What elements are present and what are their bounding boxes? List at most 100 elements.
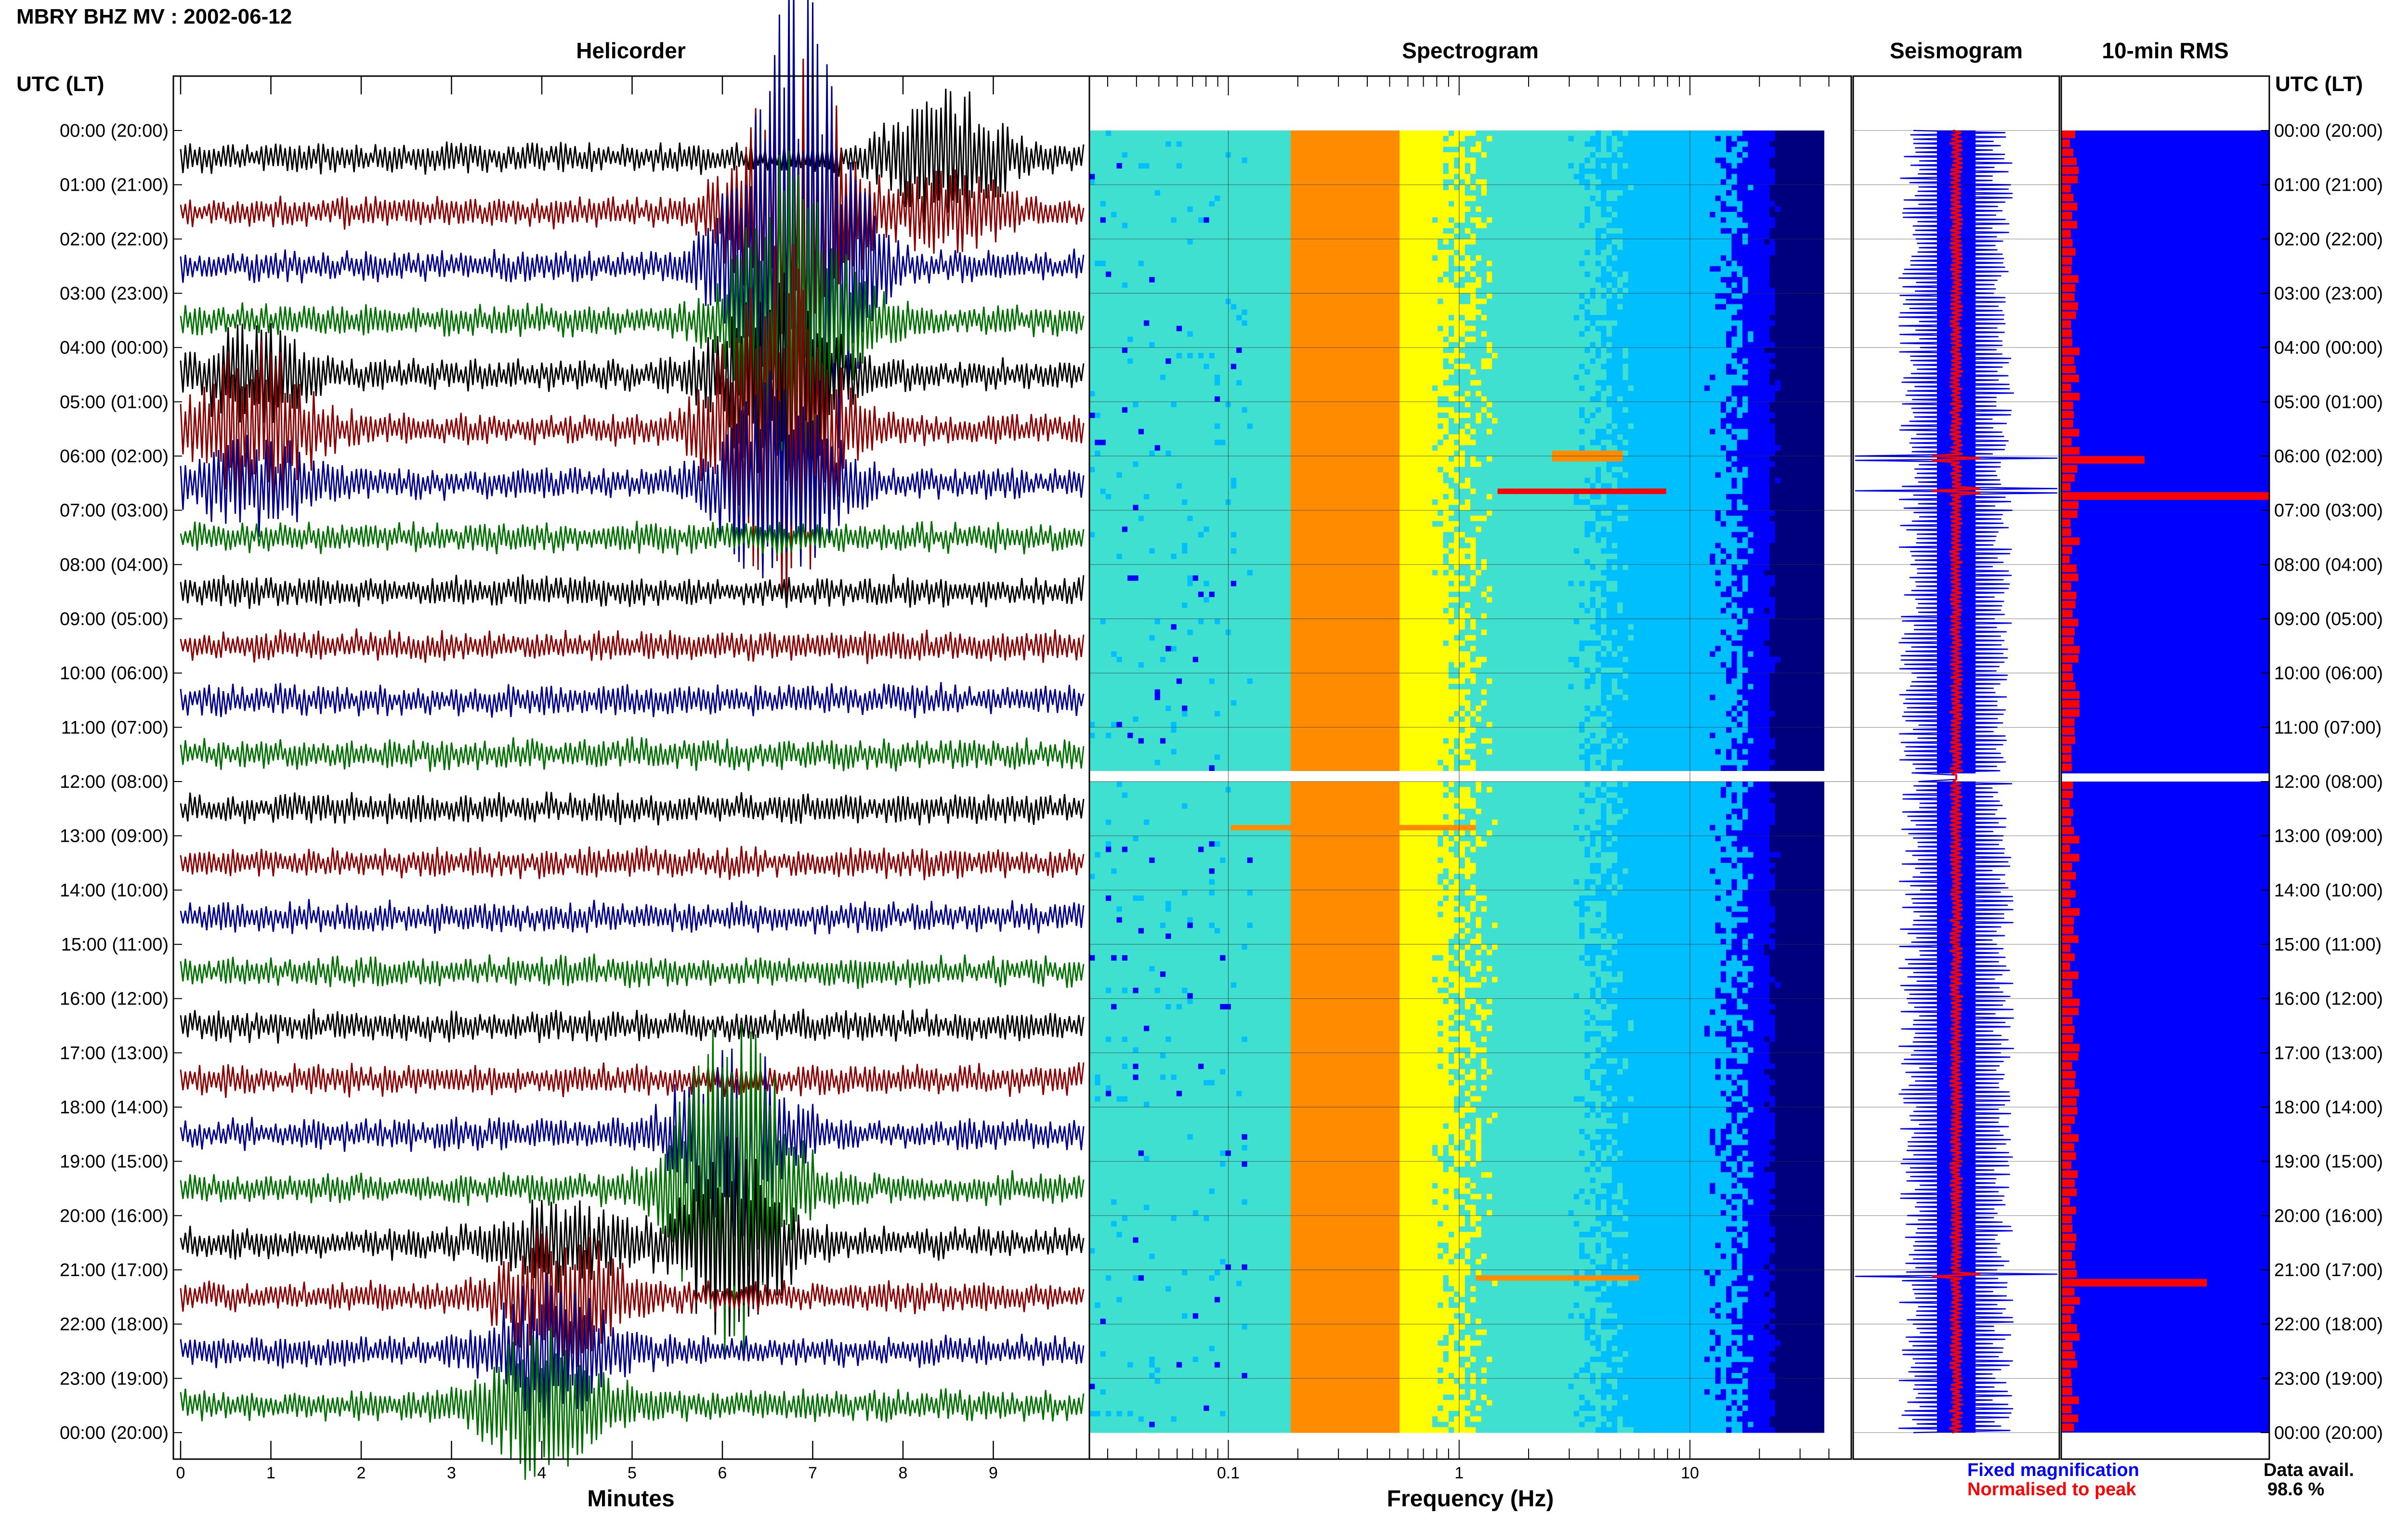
- helicorder-trace: [181, 521, 1084, 556]
- rms-normalised-bar: [2061, 583, 2071, 590]
- data-availability-label: Data avail.: [2264, 1460, 2354, 1481]
- row-label-left: 01:00 (21:00): [60, 175, 169, 196]
- rms-normalised-bar: [2061, 519, 2070, 527]
- rms-normalised-bar: [2061, 1423, 2074, 1431]
- rms-normalised-bar: [2061, 1333, 2080, 1341]
- rms-normalised-bar: [2061, 1062, 2072, 1070]
- helicorder-traces: [181, 0, 1084, 1480]
- rms-normalised-bar: [2061, 501, 2079, 509]
- row-label-left: 20:00 (16:00): [60, 1206, 169, 1226]
- row-label-right: 00:00 (20:00): [2274, 1423, 2383, 1443]
- rms-normalised-bar: [2061, 1071, 2076, 1079]
- rms-normalised-bar: [2061, 230, 2071, 238]
- rms-normalised-bar: [2061, 673, 2073, 681]
- row-label-left: 18:00 (14:00): [60, 1097, 169, 1118]
- rms-normalised-bar: [2061, 872, 2076, 880]
- helicorder-tick-label: 6: [718, 1464, 727, 1482]
- row-label-right: 08:00 (04:00): [2274, 555, 2383, 575]
- rms-normalised-bar: [2061, 1044, 2080, 1052]
- rms-normalised-bar: [2061, 1179, 2075, 1187]
- rms-normalised-bar: [2061, 944, 2070, 952]
- rms-normalised-bar: [2061, 1125, 2071, 1133]
- rms-normalised-bar: [2061, 854, 2080, 861]
- rms-normalised-bar: [2061, 1080, 2075, 1088]
- helicorder-trace: [181, 1062, 1084, 1098]
- row-label-right: 03:00 (23:00): [2274, 284, 2383, 304]
- helicorder-tick-label: 5: [628, 1464, 637, 1482]
- rms-normalised-bar: [2061, 547, 2072, 554]
- rms-normalised-bar: [2061, 167, 2079, 174]
- row-label-right: 23:00 (19:00): [2274, 1369, 2383, 1389]
- helicorder-trace: [181, 89, 1084, 222]
- row-label-left: 05:00 (01:00): [60, 392, 169, 412]
- row-label-right: 17:00 (13:00): [2274, 1043, 2383, 1063]
- rms-normalised-bar: [2061, 1089, 2079, 1096]
- legend-fixed-magnification: Fixed magnification: [1967, 1460, 2139, 1481]
- helicorder-title: Helicorder: [173, 38, 1088, 64]
- helicorder-tick-label: 7: [808, 1464, 817, 1482]
- rms-normalised-bar: [2061, 745, 2071, 753]
- rms-normalised-bar: [2061, 1315, 2071, 1323]
- rms-normalised-bar: [2061, 863, 2072, 871]
- helicorder-tick-label: 9: [989, 1464, 998, 1482]
- row-label-left: 13:00 (09:00): [60, 826, 169, 847]
- time-axis-label-right: UTC (LT): [2275, 72, 2363, 96]
- row-label-right: 05:00 (01:00): [2274, 392, 2383, 412]
- helicorder-trace: [181, 737, 1084, 772]
- rms-normalised-bar: [2061, 881, 2070, 889]
- rms-normalised-bar: [2061, 1243, 2075, 1251]
- rms-normalised-bar: [2061, 375, 2079, 382]
- rms-normalised-bar: [2061, 420, 2073, 428]
- rms-normalised-bar: [2061, 628, 2075, 636]
- spectrogram-tick-label: 1: [1454, 1464, 1464, 1482]
- rms-normalised-bar: [2061, 809, 2073, 816]
- row-label-right: 09:00 (05:00): [2274, 609, 2383, 629]
- rms-normalised-bar: [2061, 1207, 2076, 1214]
- rms-normalised-bar: [2061, 800, 2070, 808]
- rms-normalised-bar: [2061, 610, 2072, 617]
- rms-fixed-bar-upper: [2061, 131, 2269, 773]
- row-label-right: 07:00 (03:00): [2274, 501, 2383, 521]
- rms-normalised-bar: [2061, 763, 2072, 771]
- rms-normalised-bar: [2061, 474, 2075, 482]
- rms-normalised-bar: [2061, 402, 2073, 409]
- rms-normalised-bar: [2061, 1134, 2079, 1142]
- rms-normalised-bar: [2061, 999, 2080, 1006]
- rms-normalised-bar: [2061, 935, 2079, 943]
- rms-normalised-bar: [2061, 619, 2078, 626]
- rms-normalised-bar: [2061, 899, 2070, 907]
- rms-normalised-bar: [2061, 1270, 2077, 1278]
- rms-normalised-bar: [2061, 1225, 2072, 1232]
- rms-normalised-bar: [2061, 600, 2076, 608]
- data-availability-value: 98.6 %: [2267, 1479, 2324, 1500]
- rms-normalised-bar: [2061, 384, 2071, 392]
- seismogram-title: Seismogram: [1853, 38, 2059, 64]
- rms-normalised-bar: [2061, 194, 2073, 201]
- rms-normalised-bar: [2061, 700, 2080, 708]
- rms-normalised-bar: [2061, 320, 2071, 328]
- row-label-right: 12:00 (08:00): [2274, 772, 2383, 792]
- row-label-right: 00:00 (20:00): [2274, 121, 2383, 141]
- row-label-left: 14:00 (10:00): [60, 880, 169, 901]
- helicorder-tick-label: 8: [899, 1464, 908, 1482]
- rms-normalised-bar: [2061, 293, 2075, 301]
- spectrogram-title: Spectrogram: [1089, 38, 1851, 64]
- rms-normalised-bar: [2061, 1198, 2070, 1205]
- rms-normalised-bar: [2061, 917, 2074, 925]
- rms-normalised-bar: [2061, 1098, 2077, 1106]
- rms-normalised-bar: [2061, 131, 2075, 138]
- helicorder-trace: [181, 273, 1084, 485]
- rms-normalised-bar: [2061, 682, 2076, 690]
- rms-normalised-bar: [2061, 736, 2075, 744]
- rms-normalised-bar: [2061, 755, 2072, 762]
- rms-normalised-bar: [2061, 1297, 2080, 1305]
- helicorder-trace: [181, 1049, 1084, 1237]
- rms-normalised-bar: [2061, 257, 2072, 265]
- rms-normalised-bar: [2061, 528, 2071, 536]
- rms-normalised-bar: [2061, 1279, 2207, 1287]
- rms-normalised-bar: [2061, 971, 2079, 979]
- legend-normalised-to-peak: Normalised to peak: [1967, 1479, 2136, 1500]
- rms-normalised-bar: [2061, 456, 2145, 464]
- row-label-left: 10:00 (06:00): [60, 664, 169, 684]
- helicorder-trace: [181, 59, 1084, 389]
